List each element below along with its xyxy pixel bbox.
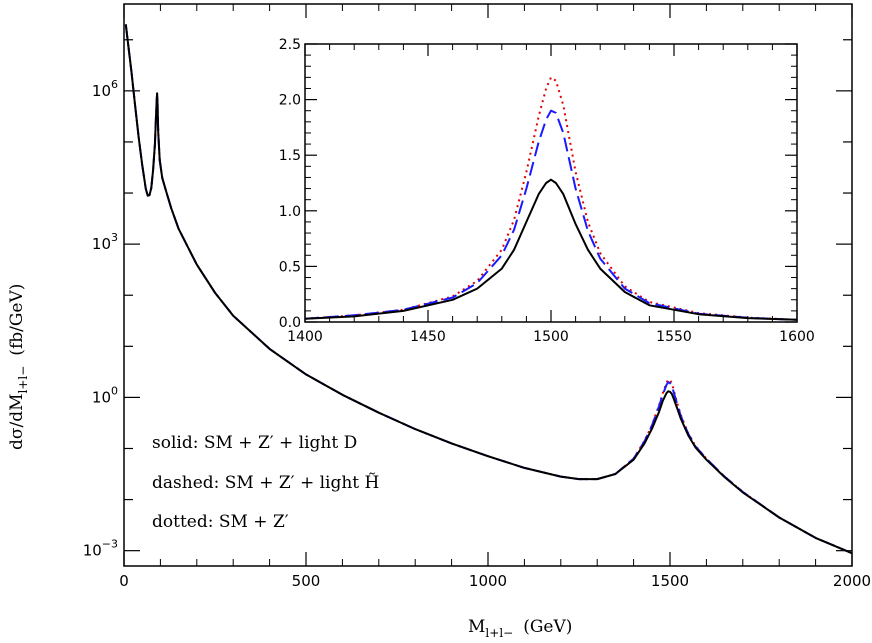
inset-series-line-dashed — [305, 109, 797, 321]
y-tick-label: 103 — [92, 231, 118, 253]
main-plot: 0 500 1000 1500 2000 106 103 100 10−3 — [83, 3, 871, 590]
inset-y-tick-label: 2.5 — [279, 37, 301, 53]
y-axis-label-sub: l+l− — [16, 366, 30, 394]
inset-y-tick-label: 1.5 — [279, 148, 301, 164]
x-tick-label: 2000 — [833, 572, 871, 590]
inset-axis-ticks: 1400 1450 1500 1550 1600 0.0 0.5 1.0 1.5 2.0 2.5 — [279, 37, 815, 345]
main-series-group — [124, 24, 852, 555]
x-tick-label: 1500 — [651, 572, 689, 590]
inset-y-tick-label: 2.0 — [279, 93, 301, 109]
y-axis-label-main: dσ/dM — [7, 393, 27, 450]
legend-entry-solid: solid: SM + Z′ + light D — [152, 433, 357, 453]
inset-x-tick-label: 1550 — [656, 329, 692, 345]
legend-entry-dashed: dashed: SM + Z′ + light H̃ — [152, 473, 379, 493]
inset-x-tick-label: 1500 — [533, 329, 569, 345]
inset-y-tick-label: 0.0 — [279, 315, 301, 331]
x-tick-label: 500 — [292, 572, 321, 590]
inset-plot: 1400 1450 1500 1550 1600 0.0 0.5 1.0 1.5 2.0 2.5 — [279, 37, 815, 345]
x-tick-label: 0 — [119, 572, 129, 590]
inset-x-tick-label: 1400 — [287, 329, 323, 345]
inset-y-tick-label: 1.0 — [279, 204, 301, 220]
inset-x-tick-label: 1450 — [410, 329, 446, 345]
x-axis-label: Ml+l− (GeV) — [468, 617, 572, 640]
x-axis-label-sub: l+l− — [485, 626, 513, 640]
legend: solid: SM + Z′ + light D dashed: SM + Z′… — [152, 433, 379, 532]
y-axis-label: dσ/dMl+l− (fb/GeV) — [7, 284, 30, 450]
y-axis-label-unit: (fb/GeV) — [7, 284, 27, 356]
inset-y-tick-label: 0.5 — [279, 259, 301, 275]
x-tick-label: 1000 — [469, 572, 507, 590]
y-tick-label: 100 — [92, 384, 118, 406]
inset-series-group — [305, 76, 797, 321]
legend-entry-dashed-text: dashed: SM + Z′ + light — [152, 473, 365, 493]
legend-entry-dotted: dotted: SM + Z′ — [152, 512, 289, 532]
inset-series-line-dotted — [305, 76, 797, 321]
y-tick-label: 10−3 — [83, 538, 118, 560]
inset-series-line-solid — [305, 178, 797, 321]
inset-x-tick-label: 1600 — [779, 329, 815, 345]
x-axis-label-main: M — [468, 617, 485, 637]
main-axis-ticks: 0 500 1000 1500 2000 106 103 100 10−3 — [83, 4, 871, 590]
x-axis-label-unit: (GeV) — [523, 617, 572, 637]
series-line-solid — [124, 24, 852, 555]
y-tick-label: 106 — [92, 78, 118, 100]
legend-entry-dashed-suffix: H̃ — [365, 473, 380, 493]
inset-plot-frame — [304, 43, 798, 323]
